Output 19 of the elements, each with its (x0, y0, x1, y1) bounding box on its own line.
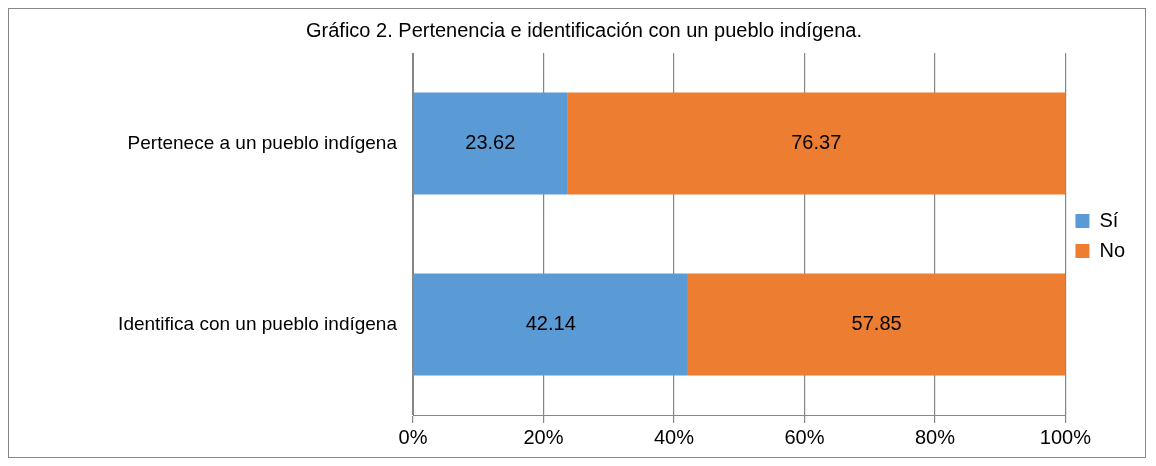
y-tick-label: Identifica con un pueblo indígena (118, 312, 398, 334)
chart-title: Gráfico 2. Pertenencia e identificación con un pueblo indígena. (306, 18, 862, 41)
data-label: 57.85 (851, 312, 902, 335)
bar (413, 92, 568, 195)
legend-label: No (1099, 238, 1126, 261)
data-label: 23.62 (465, 131, 516, 154)
data-label: 76.37 (791, 131, 842, 154)
x-tick-label: 20% (523, 425, 564, 448)
legend-label: Sí (1099, 208, 1119, 231)
x-tick-label: 100% (1039, 425, 1092, 448)
bar (413, 273, 688, 376)
y-tick-label: Pertenece a un pueblo indígena (127, 131, 398, 153)
x-tick-label: 0% (398, 425, 428, 448)
x-tick-label: 40% (653, 425, 695, 448)
bar (687, 273, 1066, 376)
x-tick-label: 80% (914, 425, 956, 448)
data-label: 42.14 (525, 312, 576, 335)
bar (567, 92, 1066, 195)
x-tick-label: 60% (784, 425, 825, 448)
